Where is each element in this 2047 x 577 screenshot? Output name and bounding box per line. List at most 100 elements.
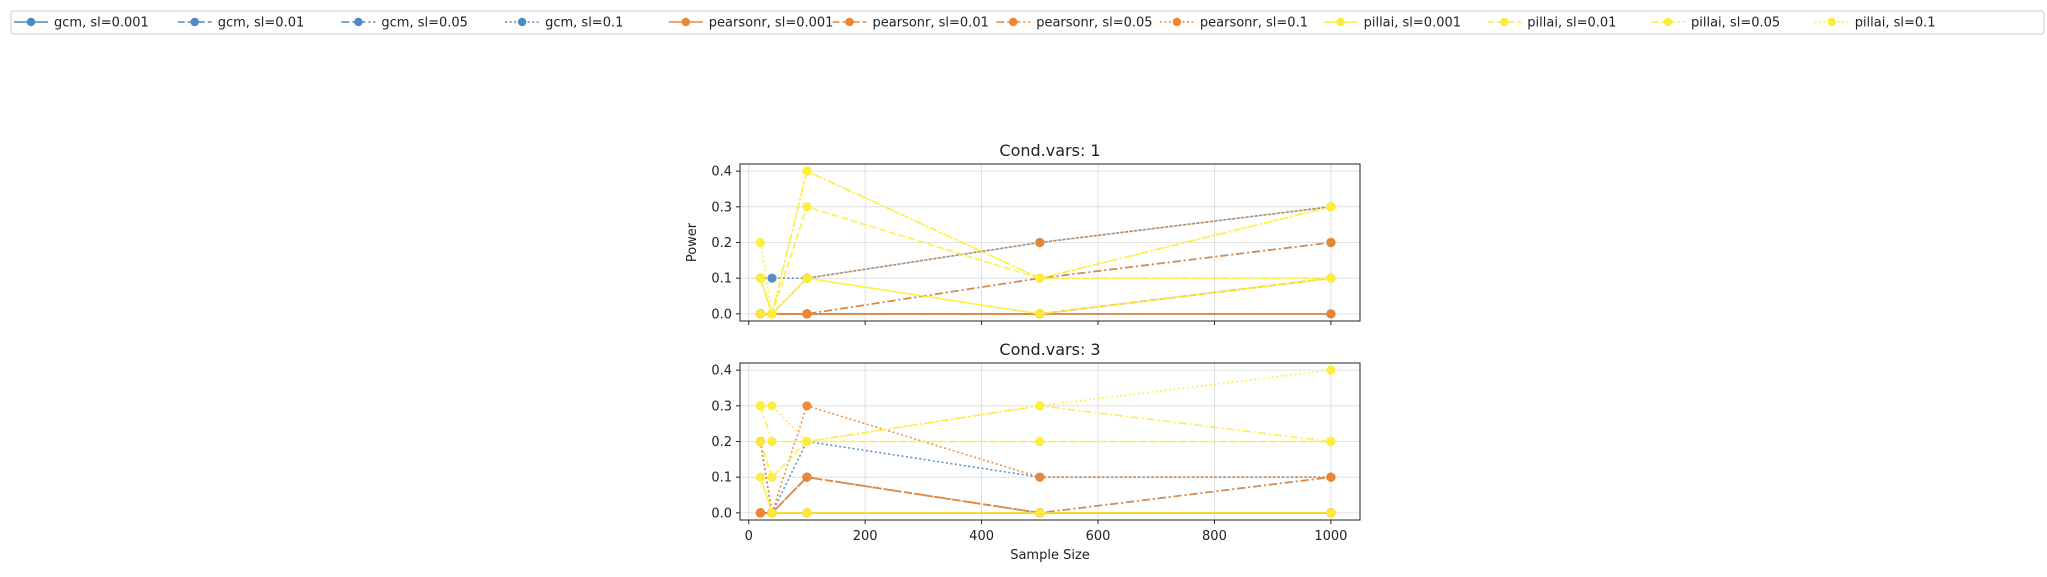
data-point [802, 436, 812, 447]
x-tick-label: 800 [1202, 529, 1227, 544]
legend-item: pillai, sl=0.1 [1814, 16, 1936, 31]
x-tick-label: 1000 [1314, 529, 1347, 544]
data-point [1326, 202, 1336, 212]
legend-item: gcm, sl=0.01 [177, 16, 305, 31]
data-point [1326, 237, 1336, 248]
data-point [755, 436, 765, 447]
data-point [755, 401, 765, 411]
legend-marker [1500, 17, 1509, 27]
data-point [802, 273, 812, 283]
data-point [1326, 365, 1336, 375]
legend-label: pearsonr, sl=0.001 [709, 16, 834, 31]
data-point [755, 273, 765, 283]
y-tick-label: 0.2 [711, 435, 732, 450]
legend-marker [681, 17, 690, 27]
series-line [759, 440, 1331, 479]
y-tick-label: 0.4 [711, 364, 732, 379]
series-line [760, 206, 1331, 315]
legend-item: pearsonr, sl=0.01 [832, 16, 989, 31]
legend-marker [1172, 17, 1182, 27]
subplot-top: 0.0 0.1 0.2 0.3 0.4 Cond.vars: 1 Power [685, 141, 1361, 325]
data-point [1035, 401, 1045, 411]
subplot-title: Cond.vars: 1 [999, 141, 1100, 160]
x-axis-label: Sample Size [1010, 548, 1090, 563]
legend-marker [1827, 17, 1836, 27]
legend-label: gcm, sl=0.001 [54, 16, 149, 31]
data-point [755, 472, 765, 482]
data-point [1035, 273, 1045, 283]
data-point [1326, 273, 1336, 283]
legend: gcm, sl=0.001 gcm, sl=0.01 gcm, sl=0.05 gcm… [10, 10, 2045, 35]
legend-marker [354, 17, 363, 27]
y-tick-label: 0.1 [711, 272, 732, 287]
data-point [767, 508, 777, 518]
legend-label: pearsonr, sl=0.01 [873, 16, 989, 31]
legend-item: pillai, sl=0.01 [1487, 16, 1616, 31]
legend-item: pearsonr, sl=0.001 [668, 16, 834, 31]
y-tick-label: 0.1 [711, 471, 732, 486]
legend-item: pearsonr, sl=0.1 [1159, 16, 1308, 31]
legend-item: gcm, sl=0.1 [505, 16, 623, 31]
x-tick-label: 600 [1086, 529, 1111, 544]
data-point [1035, 472, 1045, 482]
series-line [760, 476, 1331, 514]
data-point [1035, 309, 1045, 319]
subplot-title: Cond.vars: 3 [999, 340, 1100, 359]
data-point [1326, 436, 1336, 447]
data-point [755, 309, 765, 319]
series-line [760, 205, 1331, 315]
data-point [802, 202, 812, 212]
legend-label: gcm, sl=0.01 [218, 16, 305, 31]
series-line [759, 169, 1332, 317]
legend-item: gcm, sl=0.05 [341, 16, 468, 31]
legend-item: pillai, sl=0.05 [1651, 16, 1780, 31]
y-tick-label: 0.3 [711, 200, 732, 215]
y-tick-label: 0.2 [711, 236, 732, 251]
data-point [802, 166, 812, 176]
data-point [802, 472, 812, 482]
subplot-bottom: 0.0 0.1 0.2 0.3 0.4 0 200 400 600 800 1000 Cond.var… [711, 340, 1361, 563]
legend-label: pillai, sl=0.01 [1527, 16, 1616, 31]
y-axis-label: Power [685, 222, 700, 262]
data-point [767, 309, 777, 319]
data-point [1035, 436, 1045, 447]
data-point [1326, 472, 1336, 482]
legend-marker [517, 17, 527, 27]
data-point [755, 237, 765, 248]
series-line [759, 404, 1331, 514]
data-point [802, 309, 812, 319]
legend-label: pearsonr, sl=0.1 [1200, 16, 1308, 31]
data-point [767, 472, 777, 482]
legend-marker [190, 17, 199, 27]
data-point [802, 401, 812, 411]
legend-marker [1336, 17, 1345, 27]
legend-label: gcm, sl=0.05 [381, 16, 468, 31]
data-point [1326, 508, 1336, 518]
legend-label: pillai, sl=0.1 [1855, 16, 1936, 31]
data-point [1035, 508, 1045, 518]
legend-item: gcm, sl=0.001 [14, 16, 149, 31]
y-tick-label: 0.4 [711, 165, 732, 180]
x-tick-label: 200 [853, 529, 878, 544]
y-tick-label: 0.0 [711, 506, 732, 521]
legend-item: pillai, sl=0.001 [1323, 16, 1461, 31]
data-point [755, 508, 765, 518]
y-tick-label: 0.0 [711, 307, 732, 322]
legend-marker [845, 17, 854, 27]
legend-item: pearsonr, sl=0.05 [996, 16, 1153, 31]
legend-marker [1663, 17, 1673, 27]
legend-marker [26, 17, 36, 27]
legend-label: gcm, sl=0.1 [545, 16, 623, 31]
legend-label: pearsonr, sl=0.05 [1036, 16, 1152, 31]
data-point [802, 508, 812, 518]
data-point [767, 436, 777, 447]
series-line [759, 404, 1331, 443]
y-tick-label: 0.3 [711, 399, 732, 414]
data-point [1326, 309, 1336, 319]
legend-label: pillai, sl=0.05 [1691, 16, 1780, 31]
data-point [767, 401, 777, 411]
x-tick-label: 400 [969, 529, 994, 544]
legend-label: pillai, sl=0.001 [1364, 16, 1461, 31]
